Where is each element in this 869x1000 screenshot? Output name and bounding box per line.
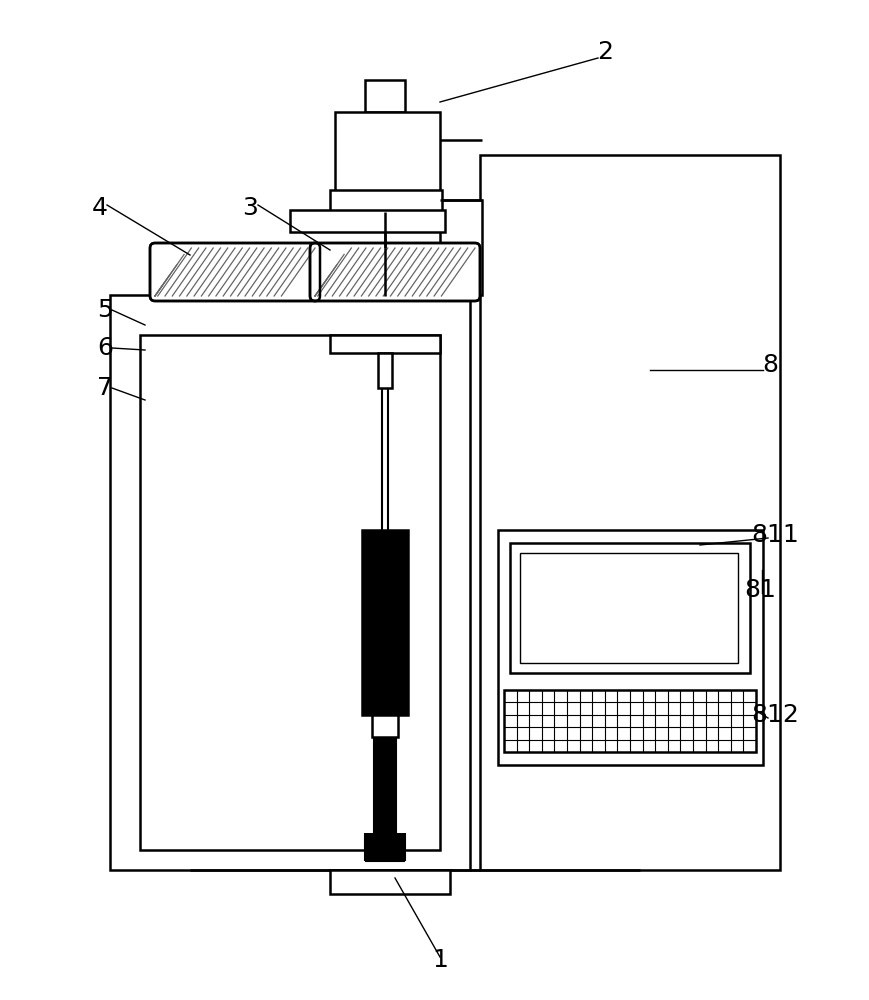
Bar — [329, 870, 449, 894]
Text: 5: 5 — [97, 298, 113, 322]
Bar — [374, 737, 395, 833]
Text: 811: 811 — [750, 523, 798, 547]
Bar — [329, 190, 441, 212]
Bar — [329, 335, 440, 353]
Bar — [335, 112, 440, 200]
Bar — [520, 553, 737, 663]
Text: 8: 8 — [761, 353, 777, 377]
Text: 4: 4 — [92, 196, 108, 220]
Text: 6: 6 — [96, 336, 113, 360]
FancyBboxPatch shape — [149, 243, 320, 301]
Text: 7: 7 — [97, 376, 113, 400]
Bar — [109, 295, 469, 870]
Bar — [289, 210, 444, 232]
Bar — [362, 530, 408, 715]
Bar — [503, 690, 755, 752]
Bar — [497, 530, 762, 765]
Text: 1: 1 — [432, 948, 448, 972]
FancyBboxPatch shape — [309, 243, 480, 301]
Text: 3: 3 — [242, 196, 257, 220]
Text: 2: 2 — [596, 40, 613, 64]
Bar — [377, 353, 392, 388]
Bar — [480, 155, 779, 870]
Text: 812: 812 — [750, 703, 798, 727]
Bar — [375, 737, 394, 832]
Bar — [365, 833, 405, 861]
Bar — [140, 335, 440, 850]
Text: 81: 81 — [743, 578, 775, 602]
Bar — [440, 200, 481, 295]
Bar — [365, 80, 405, 112]
Bar — [509, 543, 749, 673]
Bar — [372, 715, 397, 737]
